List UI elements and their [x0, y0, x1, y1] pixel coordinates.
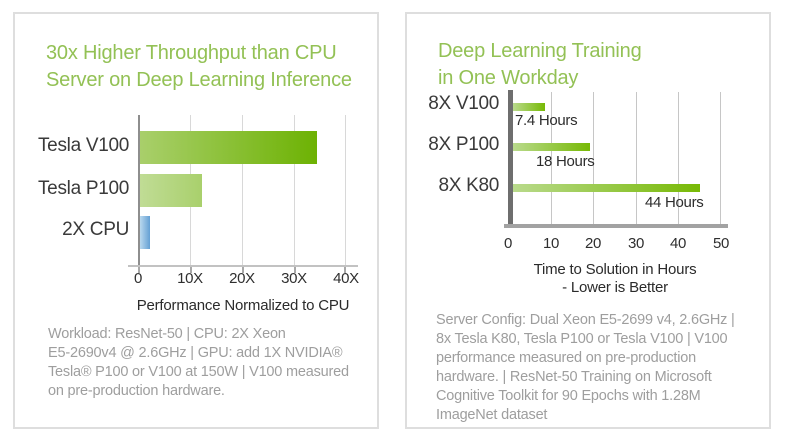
x-tick-40: 40	[669, 235, 687, 252]
training-footnote: Server Config: Dual Xeon E5-2699 v4, 2.6…	[436, 312, 735, 423]
x-tick-0: 0	[133, 270, 143, 287]
inference-throughput-card: 30x Higher Throughput than CPU Server on…	[13, 12, 379, 429]
inference-footnote: Workload: ResNet-50 | CPU: 2X Xeon E5-26…	[48, 326, 349, 399]
training-chart-title: Deep Learning Training in One Workday	[438, 38, 642, 92]
title-line-2: Server on Deep Learning Inference	[46, 69, 352, 91]
x-tick-10: 10	[542, 235, 560, 252]
bar-8x-p100	[513, 143, 590, 151]
gridline-40x	[345, 115, 346, 265]
category-label-2x-cpu: 2X CPU	[62, 219, 129, 240]
bar-8x-k80	[513, 184, 701, 192]
bar-8x-v100	[513, 103, 545, 111]
tick-mark-40x	[344, 267, 346, 273]
x-tick-10x: 10X	[177, 270, 203, 287]
value-label-8x-p100: 18 Hours	[536, 153, 595, 170]
x-tick-30x: 30X	[281, 270, 307, 287]
tick-mark-30x	[294, 267, 296, 273]
gridline-40	[678, 92, 680, 224]
title-line-2: in One Workday	[438, 67, 579, 89]
value-label-8x-v100: 7.4 Hours	[515, 112, 578, 129]
gridline-20x	[242, 115, 243, 265]
x-axis-line	[504, 224, 728, 228]
x-axis-label: Time to Solution in Hours	[533, 261, 697, 278]
tick-mark-10x	[190, 267, 192, 273]
x-axis-line	[128, 265, 358, 267]
x-axis-label: Performance Normalized to CPU	[136, 297, 350, 314]
inference-chart-title: 30x Higher Throughput than CPU Server on…	[46, 40, 352, 94]
training-time-card: Deep Learning Training in One Workday 8X…	[405, 12, 771, 429]
title-line-1: 30x Higher Throughput than CPU	[46, 42, 337, 64]
gridline-50	[720, 92, 721, 224]
x-tick-20x: 20X	[229, 270, 255, 287]
gridline-10	[550, 92, 552, 224]
x-tick-40x: 40X	[333, 270, 359, 287]
bar-2x-cpu	[140, 216, 151, 249]
y-axis-line	[508, 90, 513, 227]
bar-tesla-p100	[140, 174, 203, 207]
x-tick-50: 50	[712, 235, 730, 252]
tick-mark-20x	[242, 267, 244, 273]
category-label-8x-v100: 8X V100	[428, 93, 499, 114]
training-chart-plot	[504, 90, 728, 228]
x-tick-0: 0	[503, 235, 513, 252]
gridline-20	[593, 92, 595, 224]
inference-chart-plot	[128, 115, 358, 273]
bar-tesla-v100	[140, 131, 317, 164]
tick-mark-0	[138, 267, 140, 273]
value-label-8x-k80: 44 Hours	[645, 194, 704, 211]
category-label-tesla-p100: Tesla P100	[37, 178, 129, 199]
x-tick-20: 20	[584, 235, 602, 252]
gridline-30x	[294, 115, 295, 265]
title-line-1: Deep Learning Training	[438, 40, 642, 62]
y-axis-line	[138, 115, 140, 265]
category-label-8x-k80: 8X K80	[438, 175, 499, 196]
category-label-8x-p100: 8X P100	[428, 134, 499, 155]
x-tick-30: 30	[627, 235, 645, 252]
gridline-30	[635, 92, 637, 224]
category-label-tesla-v100: Tesla V100	[37, 135, 129, 156]
x-axis-sublabel: - Lower is Better	[562, 279, 668, 296]
